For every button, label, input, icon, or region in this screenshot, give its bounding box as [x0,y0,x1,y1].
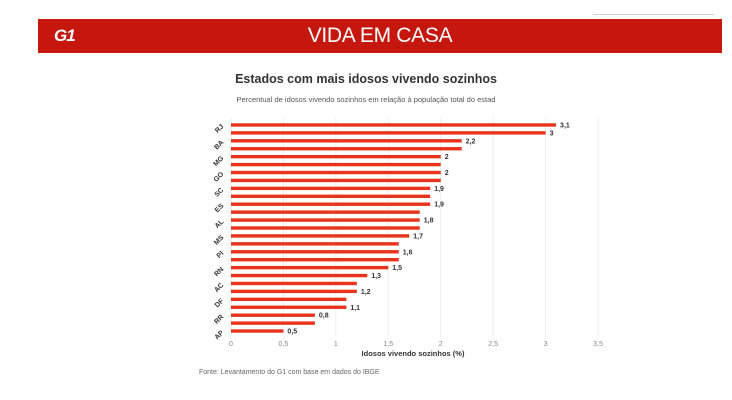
category-label: RJ [214,123,225,134]
category-label: RN [213,266,225,278]
data-label: 1,3 [371,273,381,280]
data-label: 2,2 [466,138,476,145]
data-label: 1,9 [434,186,444,193]
chart-subtitle: Percentual de idosos vivendo sozinhos em… [236,95,496,104]
category-label: AL [214,218,226,230]
data-label: 2 [445,170,449,177]
chart-title: Estados com mais idosos vivendo sozinhos [235,72,497,86]
x-tick-label: 3,5 [593,341,603,348]
bar [231,186,431,191]
data-label: 1,2 [361,289,371,296]
bar [231,147,462,151]
data-label: 0,8 [319,313,329,320]
bar [231,297,347,302]
bar [231,234,410,238]
data-label: 2 [445,154,449,161]
data-labels: 3,1 3 2,2 2 2 1,9 1,9 1,8 1,7 1,6 1,5 1,3 1,2 1,1 0,8 0… [287,122,569,335]
category-label: PI [216,250,226,260]
data-label: 1,9 [434,202,444,209]
bar [231,154,441,159]
bars [231,123,557,333]
x-tick-label: 2 [439,341,443,348]
bar [231,242,399,246]
bar [231,170,441,175]
bar [231,202,431,206]
bar [231,131,546,135]
data-label: 3 [550,130,554,137]
category-labels: RJ BA MG GO SC ES AL MS PI RN AC DF RR AP [212,123,225,341]
bar [231,139,462,143]
category-label: GO [213,171,226,184]
x-tick-label: 3 [544,341,548,348]
category-label: BA [213,139,225,151]
bar [231,258,399,262]
category-label: AP [214,329,226,341]
source-note: Fonte: Levantamento do G1 com base em da… [199,369,380,376]
g1-logo[interactable]: G1 [54,26,76,45]
data-label: 3,1 [560,122,570,129]
bar [231,273,368,278]
bar [231,281,357,286]
data-label: 1,1 [350,305,360,312]
bar [231,218,420,222]
bar [231,313,315,317]
bar [231,178,441,183]
bar [231,329,284,333]
x-tick-label: 0 [229,341,233,348]
category-label: DF [214,297,226,309]
bar [231,210,420,214]
bar [231,194,431,198]
category-label: AC [213,282,225,294]
x-axis-ticks: 0 0,5 1 1,5 2 2,5 3 3,5 [229,341,603,348]
category-label: ES [214,202,226,214]
section-title: VIDA EM CASA [307,24,453,47]
category-label: SC [214,187,226,199]
x-tick-label: 0,5 [279,341,289,348]
bar [231,123,557,127]
data-label: 1,7 [413,233,423,240]
x-tick-label: 1 [334,341,338,348]
bar [231,321,315,325]
category-label: MG [212,155,225,168]
category-label: MS [213,234,226,247]
x-tick-label: 1,5 [383,341,393,348]
bar [231,289,357,294]
top-divider [593,14,714,15]
bar [231,305,347,309]
data-label: 1,6 [403,249,413,256]
category-label: RR [213,314,225,326]
bar [231,226,420,230]
bar [231,162,441,167]
data-label: 1,8 [424,218,434,225]
bar [231,250,399,254]
bar [231,265,389,270]
x-tick-label: 2,5 [488,341,498,348]
data-label: 1,5 [392,265,402,272]
data-label: 0,5 [287,329,297,336]
header-banner: G1 VIDA EM CASA [38,19,722,53]
x-axis-title: Idosos vivendo sozinhos (%) [362,349,465,358]
